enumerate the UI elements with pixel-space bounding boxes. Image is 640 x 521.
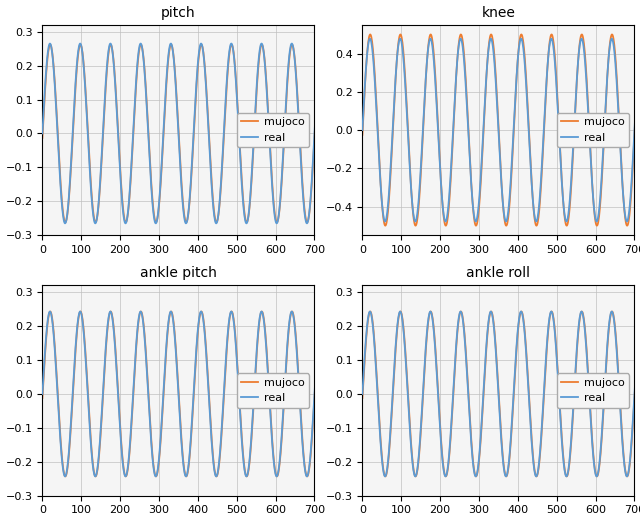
real [225,59,232,65]
real [455,312,463,318]
real [358,127,366,133]
mujoco [518,308,525,315]
real [489,44,497,51]
real [135,312,143,318]
Legend: mujoco, real: mujoco, real [557,113,629,147]
real [414,205,422,211]
mujoco [415,206,422,213]
mujoco [95,204,102,210]
mujoco [415,460,422,466]
mujoco [590,201,598,207]
real [225,326,232,332]
mujoco [270,455,278,461]
mujoco [381,222,389,229]
Legend: mujoco, real: mujoco, real [237,374,309,408]
mujoco [169,315,177,321]
real [169,49,177,55]
real [414,461,422,467]
Line: mujoco: mujoco [362,312,640,476]
Line: mujoco: mujoco [42,45,333,222]
real [427,308,435,315]
real [590,201,598,207]
Line: real: real [42,312,333,476]
Title: ankle roll: ankle roll [467,266,531,280]
Legend: mujoco, real: mujoco, real [557,374,629,408]
real [489,316,497,322]
Line: real: real [42,44,333,224]
real [107,308,115,315]
mujoco [61,219,69,226]
real [243,220,250,227]
mujoco [358,395,366,401]
real [135,45,143,51]
mujoco [38,135,46,141]
mujoco [545,324,552,330]
Title: pitch: pitch [161,6,196,20]
real [107,41,115,47]
real [38,130,46,137]
real [427,35,435,42]
real [209,456,217,462]
mujoco [209,457,217,464]
mujoco [455,314,463,320]
real [563,218,570,225]
real [330,196,337,202]
mujoco [135,314,143,320]
mujoco [455,38,463,44]
mujoco [489,315,497,321]
mujoco [225,324,232,330]
mujoco [489,39,497,45]
real [243,473,250,479]
Title: knee: knee [481,6,515,20]
mujoco [529,457,537,464]
real [563,473,570,479]
mujoco [198,42,205,48]
Legend: mujoco, real: mujoco, real [237,113,309,147]
mujoco [225,58,232,65]
real [590,457,598,464]
real [94,207,102,213]
mujoco [209,202,217,208]
Title: ankle pitch: ankle pitch [140,266,217,280]
mujoco [198,308,205,315]
real [545,326,552,332]
real [529,456,537,462]
real [358,391,366,397]
real [169,316,177,322]
mujoco [358,132,366,138]
Line: real: real [362,39,640,221]
real [330,451,337,457]
real [545,55,552,61]
mujoco [381,473,389,479]
real [94,461,102,467]
mujoco [38,395,46,401]
real [270,457,278,464]
Line: mujoco: mujoco [362,34,640,226]
real [529,199,537,205]
mujoco [529,204,537,210]
mujoco [135,47,143,53]
mujoco [61,473,69,479]
mujoco [95,460,102,466]
Line: mujoco: mujoco [42,312,333,476]
mujoco [590,455,598,461]
Line: real: real [362,312,640,476]
mujoco [545,49,552,56]
mujoco [270,200,278,206]
real [209,201,217,207]
mujoco [518,31,525,38]
mujoco [330,448,337,454]
mujoco [330,192,337,198]
real [455,40,463,46]
real [270,203,278,209]
real [38,391,46,397]
mujoco [169,48,177,54]
